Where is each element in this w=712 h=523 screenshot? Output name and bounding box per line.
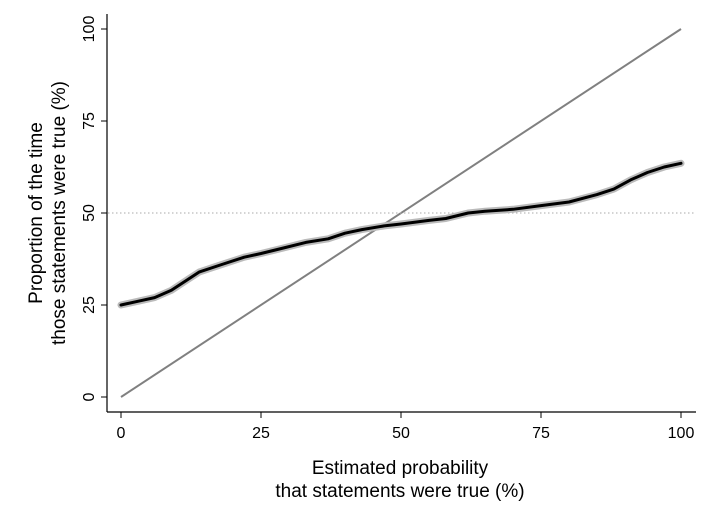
y-tick-label: 75 [81,112,98,130]
x-tick-label: 0 [117,425,126,442]
x-axis-label-line2: that statements were true (%) [275,481,524,502]
y-tick-label: 100 [81,16,98,43]
y-tick-label: 50 [81,204,98,222]
reference-lines [108,28,696,398]
y-tick-label: 0 [81,392,98,401]
confidence-band [117,159,685,309]
series-line [119,161,683,307]
series [117,159,685,309]
x-tick-label: 50 [392,425,410,442]
x-axis-label-line1: Estimated probability [312,458,489,479]
x-tick-label: 100 [668,425,695,442]
y-axis-label-line2: those statements were true (%) [49,81,70,345]
y-tick-label: 25 [81,296,98,314]
x-tick-label: 75 [532,425,550,442]
x-tick-label: 25 [252,425,270,442]
axes: 0 25 50 75 100 0 25 50 75 100 [81,14,696,442]
axis-labels: Estimated probability that statements we… [26,81,525,502]
y-axis-label-line1: Proportion of the time [26,122,47,304]
